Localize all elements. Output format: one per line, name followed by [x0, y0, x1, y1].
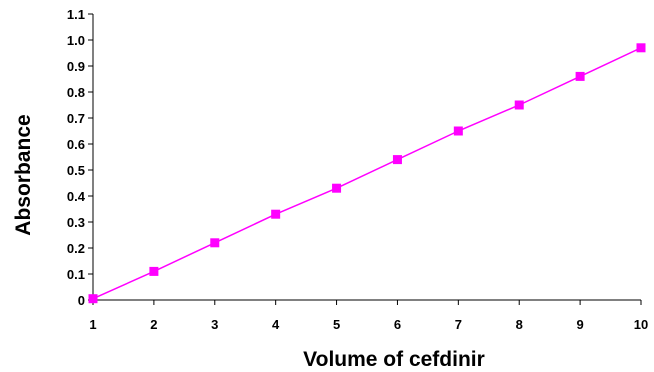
y-tick-label: 0.5 — [67, 163, 85, 178]
y-tick-label: 0.1 — [67, 267, 85, 282]
data-point-marker — [88, 294, 98, 304]
x-tick-label: 8 — [516, 317, 523, 332]
x-tick-label: 4 — [272, 317, 280, 332]
y-tick-label: 0.2 — [67, 241, 85, 256]
y-tick-label: 1.0 — [67, 33, 85, 48]
y-tick-label: 0.3 — [67, 215, 85, 230]
data-point-marker — [271, 209, 281, 219]
y-tick-label: 0.4 — [67, 189, 86, 204]
y-axis-ticks: 0 0.1 0.2 0.3 0.4 0.5 0.6 0.7 0.8 0.9 1.0 1.1 — [67, 7, 93, 308]
x-axis-title: Volume of cefdinir — [303, 348, 485, 371]
x-tick-label: 1 — [89, 317, 96, 332]
data-point-marker — [575, 71, 585, 81]
data-point-marker — [392, 155, 402, 165]
series-points — [88, 43, 646, 304]
data-point-marker — [514, 100, 524, 110]
x-tick-label: 5 — [333, 317, 340, 332]
y-tick-label: 0 — [78, 293, 85, 308]
series-line — [92, 47, 642, 300]
y-tick-label: 0.8 — [67, 85, 85, 100]
y-tick-label: 1.1 — [67, 7, 85, 22]
x-tick-label: 2 — [150, 317, 157, 332]
data-point-marker — [332, 183, 342, 193]
series-lines — [92, 47, 642, 300]
data-point-marker — [210, 238, 220, 248]
y-tick-label: 0.9 — [67, 59, 85, 74]
data-point-marker — [149, 266, 159, 276]
x-tick-label: 9 — [576, 317, 583, 332]
data-point-marker — [636, 43, 646, 53]
x-tick-label: 10 — [634, 317, 648, 332]
y-tick-label: 0.6 — [67, 137, 85, 152]
x-axis-ticks: 1 2 3 4 5 6 7 8 9 10 — [89, 300, 648, 332]
y-axis-title: Absorbance — [12, 114, 35, 235]
y-tick-label: 0.7 — [67, 111, 85, 126]
x-tick-label: 3 — [211, 317, 218, 332]
x-tick-label: 6 — [394, 317, 401, 332]
data-point-marker — [453, 126, 463, 136]
x-tick-label: 7 — [455, 317, 462, 332]
